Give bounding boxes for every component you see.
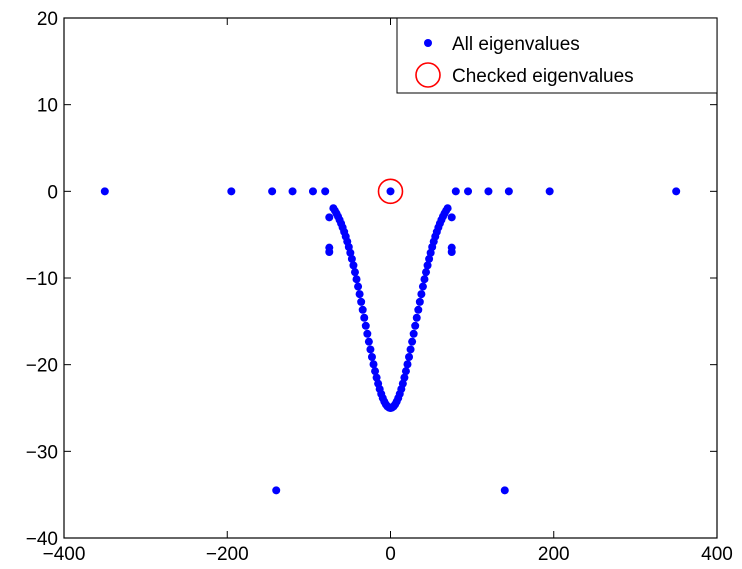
- eigenvalue-point: [418, 282, 427, 291]
- y-tick-label: −40: [26, 529, 58, 550]
- y-tick-label: −30: [26, 442, 58, 463]
- eigenvalue-point: [406, 345, 415, 354]
- y-tick-label: −10: [26, 269, 58, 290]
- eigenvalue-point: [417, 290, 426, 299]
- eigenvalue-point: [401, 367, 410, 376]
- eigenvalue-point: [369, 360, 378, 369]
- eigenvalue-point: [347, 254, 356, 263]
- eigenvalue-point: [367, 352, 376, 361]
- eigenvalue-point: [371, 367, 380, 376]
- eigenvalue-point: [464, 187, 473, 196]
- x-tick-label: 0: [385, 544, 396, 565]
- legend-marker-all-eigenvalues: [424, 39, 432, 47]
- y-tick-label: 20: [37, 9, 58, 30]
- eigenvalue-point: [423, 261, 432, 270]
- eigenvalue-point: [386, 187, 395, 196]
- eigenvalue-point: [272, 486, 281, 495]
- eigenvalue-point: [350, 268, 359, 277]
- eigenvalue-point: [425, 254, 434, 263]
- eigenvalue-point: [360, 313, 369, 322]
- eigenvalue-point: [352, 275, 361, 284]
- eigenvalue-point: [412, 313, 421, 322]
- legend-marker-checked-eigenvalues: [415, 62, 441, 88]
- eigenvalue-point: [400, 373, 409, 382]
- x-tick-label: 200: [538, 544, 570, 565]
- eigenvalue-point: [672, 187, 681, 196]
- eigenvalue-point: [409, 329, 418, 338]
- eigenvalue-point: [500, 486, 509, 495]
- eigenvalue-point: [504, 187, 513, 196]
- y-tick-label: 0: [47, 182, 58, 203]
- eigenvalue-point: [354, 282, 363, 291]
- plot-area: [63, 17, 718, 539]
- checked-eigenvalue-marker: [377, 178, 404, 205]
- legend: All eigenvalues Checked eigenvalues: [396, 17, 718, 94]
- legend-label-all-eigenvalues: All eigenvalues: [452, 34, 580, 55]
- x-tick-label: −200: [206, 544, 249, 565]
- y-tick-label: −20: [26, 356, 58, 377]
- eigenvalue-point: [358, 305, 367, 314]
- eigenvalue-point: [321, 187, 330, 196]
- eigenvalue-point: [364, 337, 373, 346]
- eigenvalue-point: [268, 187, 277, 196]
- eigenvalue-point: [420, 275, 429, 284]
- eigenvalue-point: [288, 187, 297, 196]
- eigenvalue-point: [403, 360, 412, 369]
- eigenvalue-point: [325, 213, 334, 222]
- legend-label-checked-eigenvalues: Checked eigenvalues: [452, 66, 634, 87]
- x-tick-label: −400: [43, 544, 86, 565]
- x-tick-label: 400: [701, 544, 733, 565]
- eigenvalue-point: [227, 187, 236, 196]
- eigenvalue-point: [414, 305, 423, 314]
- eigenvalue-point: [408, 337, 417, 346]
- eigenvalue-point: [422, 268, 431, 277]
- eigenvalue-point: [545, 187, 554, 196]
- eigenvalue-point: [349, 261, 358, 270]
- eigenvalue-point: [346, 248, 355, 257]
- eigenvalue-point: [415, 297, 424, 306]
- data-points: [100, 178, 681, 495]
- legend-box: [396, 17, 718, 94]
- eigenvalue-point: [372, 373, 381, 382]
- eigenvalue-point: [405, 352, 414, 361]
- eigenvalue-point: [366, 345, 375, 354]
- eigenvalue-point: [451, 187, 460, 196]
- eigenvalue-point: [363, 329, 372, 338]
- eigenvalue-point: [411, 321, 420, 330]
- axis-ticks: [63, 17, 718, 539]
- eigenvalue-point: [398, 379, 407, 388]
- axis-tick-labels: −400 −200 0 200 400 −40 −30 −20 −10 0 10 20: [26, 9, 733, 565]
- eigenvalue-point: [361, 321, 370, 330]
- eigenvalue-point: [447, 213, 456, 222]
- eigenvalue-point: [355, 290, 364, 299]
- eigenvalue-point: [308, 187, 317, 196]
- eigenvalue-point: [447, 248, 456, 256]
- y-tick-label: 10: [37, 96, 58, 117]
- eigenvalue-point: [357, 297, 366, 306]
- eigenvalue-point: [100, 187, 109, 196]
- eigenvalue-point: [484, 187, 493, 196]
- eigenvalue-point: [443, 204, 452, 213]
- eigenvalue-point: [325, 248, 334, 256]
